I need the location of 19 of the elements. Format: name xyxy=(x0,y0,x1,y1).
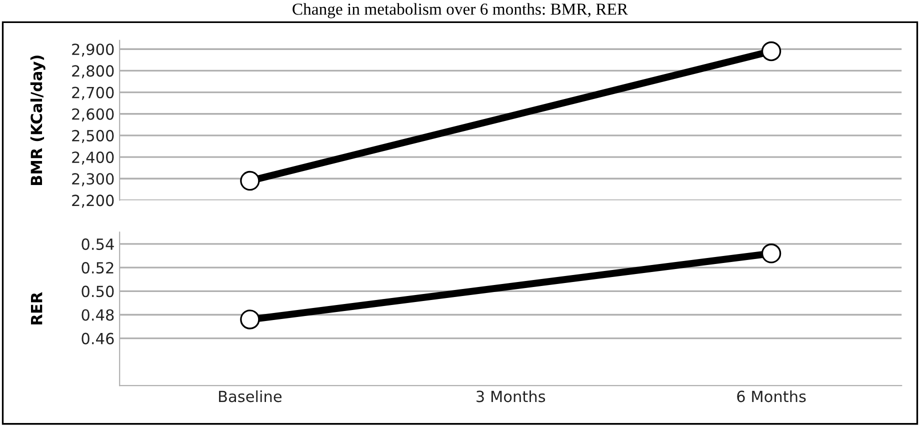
x-tick-label: Baseline xyxy=(219,390,282,402)
y-tick-label: 0.48 xyxy=(82,309,114,321)
y-tick-label: 2,800 xyxy=(72,65,114,78)
y-tick-label: 0.50 xyxy=(82,286,114,298)
x-tick-label: 3 Months xyxy=(476,390,546,402)
x-tick-label: 6 Months xyxy=(737,390,806,402)
y-tick-label: 0.46 xyxy=(82,332,114,344)
y-axis-title: BMR (KCal/day) xyxy=(30,56,46,185)
y-tick-label: 2,900 xyxy=(72,44,114,57)
y-axis-title: RER xyxy=(30,292,42,324)
y-tick-label: 0.52 xyxy=(82,262,114,274)
y-tick-label: 2,300 xyxy=(72,173,114,186)
y-tick-label: 0.54 xyxy=(82,238,114,250)
y-tick-label: 2,500 xyxy=(72,130,114,144)
chart-title: Change in metabolism over 6 months: BMR, RER xyxy=(292,3,628,18)
y-tick-label: 2,400 xyxy=(72,152,114,165)
y-tick-label: 2,600 xyxy=(72,108,114,122)
y-tick-label: 2,700 xyxy=(72,86,114,100)
y-tick-label: 2,200 xyxy=(72,194,114,208)
